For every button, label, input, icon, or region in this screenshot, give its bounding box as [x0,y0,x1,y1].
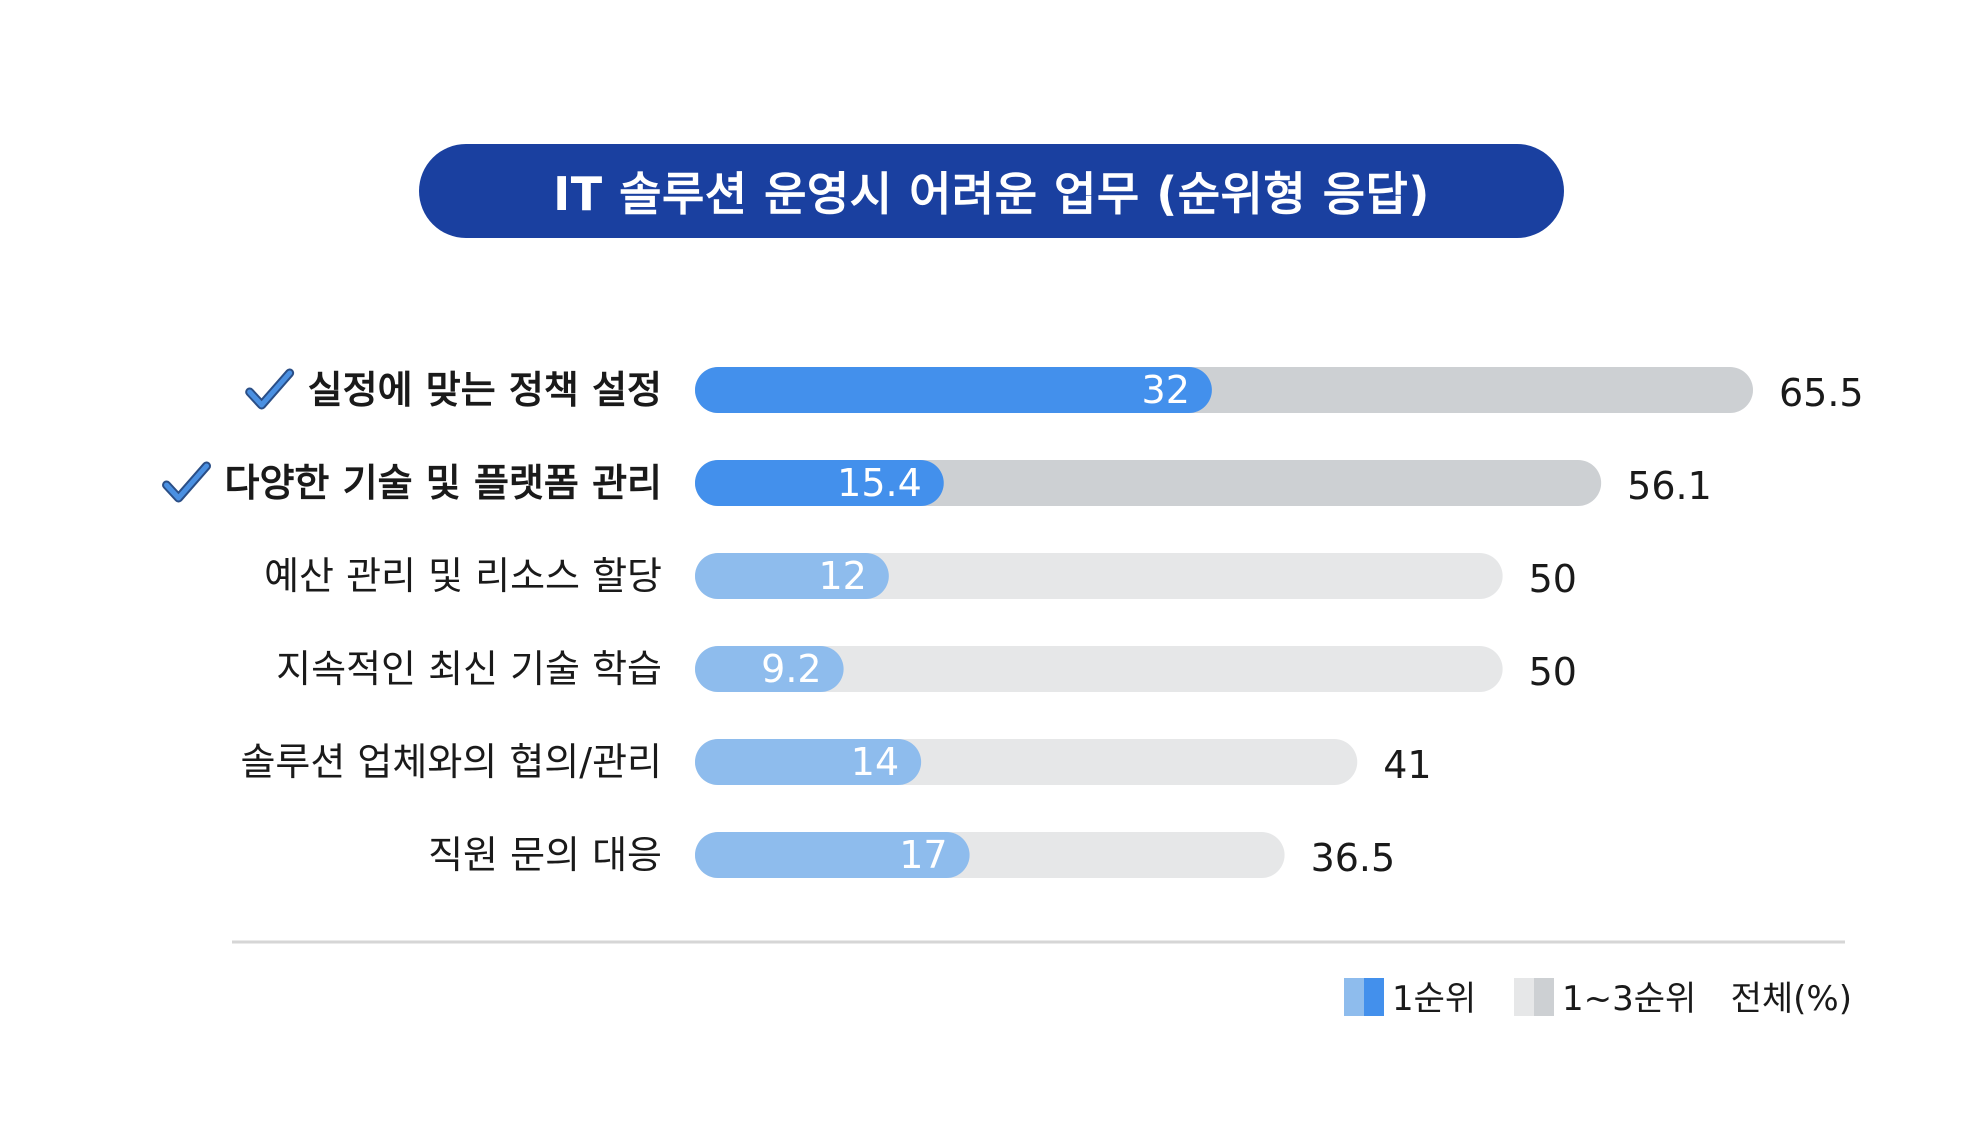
legend-swatch-first-rank [1344,978,1384,1016]
bar-row: 32 65.5 실정에 맞는 정책 설정 [245,367,1864,415]
category-label: 직원 문의 대응 [428,833,662,877]
bar-first-rank [695,553,889,599]
total-value-label: 41 [1383,743,1431,787]
bars-layer: 32 65.5 실정에 맞는 정책 설정 15.4 56.1 다양한 기술 및 플랫폼 관… [162,367,1864,880]
total-value-label: 50 [1529,650,1577,694]
legend-label-top3: 1~3순위 [1562,979,1696,1019]
bar-value-label: 12 [818,554,866,598]
total-value-label: 65.5 [1779,371,1864,415]
bar-top3 [695,553,1503,599]
bar-value-label: 32 [1142,368,1190,412]
checkmark-icon [245,368,295,410]
bar-row: 15.4 56.1 다양한 기술 및 플랫폼 관리 [162,460,1712,508]
category-label: 다양한 기술 및 플랫폼 관리 [225,461,662,505]
bar-top3 [695,646,1503,692]
legend-swatch-top3 [1514,978,1554,1016]
legend-unit-label: 전체(%) [1731,979,1852,1019]
chart-title-banner: IT 솔루션 운영시 어려운 업무 (순위형 응답) [419,144,1564,238]
category-label: 솔루션 업체와의 협의/관리 [240,740,662,784]
bar-value-label: 14 [851,740,899,784]
checkmark-icon [162,461,212,503]
bar-first-rank [695,646,844,692]
total-value-label: 50 [1529,557,1577,601]
bar-value-label: 15.4 [837,461,922,505]
bar-first-rank [695,832,970,878]
bar-row: 12 50 예산 관리 및 리소스 할당 [264,553,1577,601]
chart-title: IT 솔루션 운영시 어려운 업무 (순위형 응답) [553,167,1430,221]
total-value-label: 56.1 [1627,464,1712,508]
bar-first-rank [695,739,922,785]
category-label: 실정에 맞는 정책 설정 [308,368,662,412]
bar-row: 17 36.5 직원 문의 대응 [428,832,1395,880]
bar-value-label: 9.2 [761,647,821,691]
bar-row: 14 41 솔루션 업체와의 협의/관리 [240,739,1432,787]
bar-first-rank [695,367,1212,413]
bar-value-label: 17 [899,833,947,877]
bar-row: 9.2 50 지속적인 최신 기술 학습 [276,646,1577,694]
bar-first-rank [695,460,944,506]
legend-label-first-rank: 1순위 [1392,979,1476,1019]
legend: 1순위 1~3순위 전체(%) [1344,978,1852,1019]
total-value-label: 36.5 [1311,836,1396,880]
category-label: 지속적인 최신 기술 학습 [276,647,662,691]
category-label: 예산 관리 및 리소스 할당 [264,554,662,598]
